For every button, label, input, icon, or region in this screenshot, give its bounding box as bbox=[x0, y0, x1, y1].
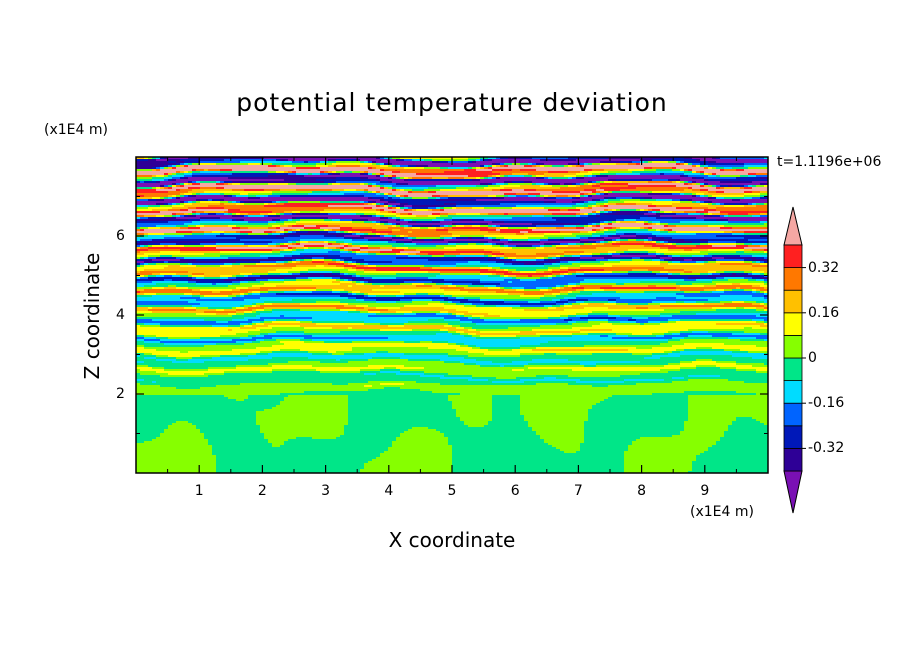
colorbar-tick-label: -0.16 bbox=[808, 395, 844, 411]
y-axis-label: Z coordinate bbox=[82, 253, 102, 380]
y-tick-label: 4 bbox=[116, 307, 125, 323]
x-tick-label: 2 bbox=[258, 483, 267, 499]
colorbar-tick-label: -0.32 bbox=[808, 440, 844, 456]
contour-field bbox=[136, 157, 769, 474]
colorbar-triangle-low bbox=[784, 471, 802, 513]
colorbar-swatch bbox=[784, 313, 802, 336]
x-tick-label: 5 bbox=[448, 483, 457, 499]
x-tick-label: 9 bbox=[700, 483, 709, 499]
colorbar-swatch bbox=[784, 448, 802, 471]
colorbar-swatch bbox=[784, 290, 802, 313]
x-tick-label: 8 bbox=[637, 483, 646, 499]
x-axis-multiplier: (x1E4 m) bbox=[690, 505, 754, 519]
colorbar-swatch bbox=[784, 335, 802, 358]
chart-title: potential temperature deviation bbox=[0, 90, 904, 115]
colorbar-swatch bbox=[784, 358, 802, 381]
colorbar-tick-label: 0.16 bbox=[808, 305, 839, 321]
x-tick-label: 4 bbox=[384, 483, 393, 499]
colorbar-swatch bbox=[784, 426, 802, 449]
x-axis-label: X coordinate bbox=[136, 530, 768, 550]
colorbar-swatch bbox=[784, 268, 802, 291]
y-tick-label: 2 bbox=[116, 386, 125, 402]
y-axis-multiplier: (x1E4 m) bbox=[44, 123, 108, 137]
colorbar bbox=[784, 207, 806, 513]
colorbar-swatch bbox=[784, 381, 802, 404]
colorbar-triangle-high bbox=[784, 207, 802, 245]
x-tick-label: 1 bbox=[195, 483, 204, 499]
colorbar-swatch bbox=[784, 403, 802, 426]
colorbar-tick-label: 0 bbox=[808, 350, 817, 366]
y-tick-label: 6 bbox=[116, 228, 125, 244]
x-tick-label: 6 bbox=[511, 483, 520, 499]
x-tick-label: 7 bbox=[574, 483, 583, 499]
time-label: t=1.1196e+06 bbox=[777, 155, 881, 169]
colorbar-swatch bbox=[784, 245, 802, 268]
x-tick-label: 3 bbox=[321, 483, 330, 499]
colorbar-tick-label: 0.32 bbox=[808, 260, 839, 276]
